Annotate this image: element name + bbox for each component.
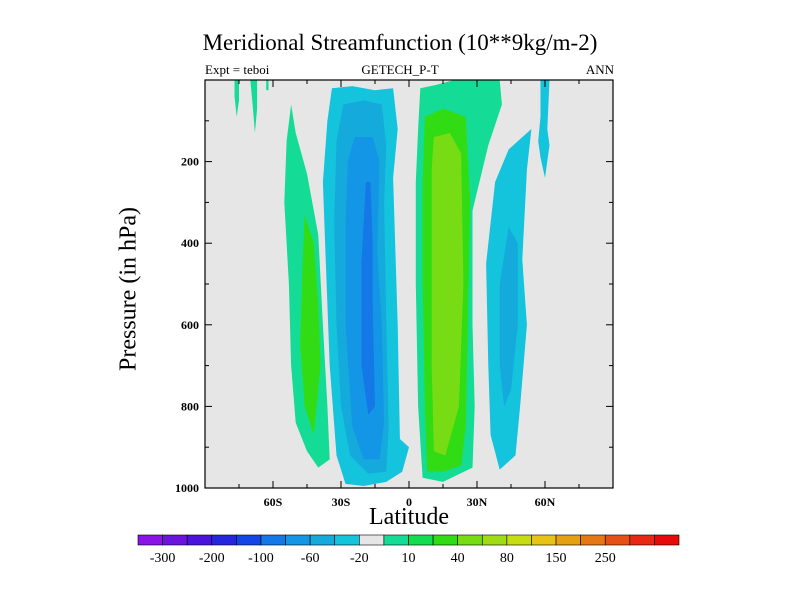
colorbar-label: -100	[248, 551, 274, 566]
colorbar-label: 40	[451, 551, 465, 566]
colorbar-swatch	[432, 534, 458, 546]
colorbar-swatch	[211, 534, 237, 546]
colorbar-swatch	[186, 534, 213, 546]
contour-regions	[234, 80, 550, 486]
x-tick-label: 0	[406, 495, 412, 509]
colorbar-label: -60	[301, 551, 320, 566]
model-label: GETECH_P-T	[361, 62, 439, 77]
contour-polar-sh-tongue-2	[250, 80, 258, 133]
colorbar-label: 150	[546, 551, 567, 566]
colorbar-label: 80	[500, 551, 514, 566]
colorbar-swatch	[654, 534, 680, 546]
plot-background	[205, 80, 613, 488]
colorbar-swatch	[137, 534, 163, 546]
y-tick-label: 1000	[175, 481, 199, 495]
colorbar-swatch	[604, 534, 631, 546]
colorbar-swatch	[285, 534, 311, 546]
colorbar-swatch	[359, 534, 385, 546]
colorbar-swatch	[334, 534, 360, 546]
colorbar-swatch	[457, 534, 483, 546]
experiment-label: Expt = teboi	[205, 62, 270, 77]
axes: 60S 30S 0 30N 60N 200 400 600 800 1000	[175, 80, 613, 509]
y-tick-label: 400	[181, 236, 199, 250]
colorbar-swatch	[531, 534, 557, 546]
contour-sh-outer-core	[300, 214, 321, 435]
contour-polar-sh-tongue-3	[266, 80, 269, 91]
colorbar-swatch	[236, 534, 262, 546]
colorbar-swatch	[580, 534, 606, 546]
x-tick-label: 30S	[332, 495, 351, 509]
colorbar-swatch	[162, 534, 188, 546]
contour-nh-outer-top-tongue	[538, 80, 550, 178]
colorbar-swatch	[506, 534, 532, 546]
x-tick-label: 60N	[535, 495, 556, 509]
season-label: ANN	[585, 62, 614, 77]
colorbar-swatch	[260, 534, 286, 546]
colorbar-swatch	[408, 534, 434, 546]
contour-nh-hadley-core	[431, 133, 464, 456]
chart-title: Meridional Streamfunction (10**9kg/m-2)	[202, 30, 598, 55]
x-tick-label: 60S	[264, 495, 283, 509]
colorbar-swatch	[309, 534, 336, 546]
colorbar-label: -200	[199, 551, 225, 566]
colorbar-swatch	[383, 534, 409, 546]
colorbar: -300 -200 -100 -60 -20 10 40 80 150 250	[137, 534, 680, 566]
colorbar-swatch	[481, 534, 508, 546]
colorbar-swatch	[555, 534, 581, 546]
contour-sh-hadley-core	[361, 182, 375, 415]
colorbar-label: 250	[595, 551, 616, 566]
y-tick-label: 800	[181, 399, 199, 413]
x-axis-label: Latitude	[369, 504, 449, 530]
colorbar-swatch	[629, 534, 655, 546]
colorbar-label: -300	[150, 551, 176, 566]
y-tick-label: 600	[181, 318, 199, 332]
y-tick-label: 200	[181, 155, 199, 169]
contour-polar-sh-tongue-1	[234, 80, 239, 117]
x-tick-label: 30N	[467, 495, 488, 509]
colorbar-label: -20	[350, 551, 369, 566]
contour-nh-outer-core	[499, 226, 518, 407]
colorbar-label: 10	[402, 551, 416, 566]
